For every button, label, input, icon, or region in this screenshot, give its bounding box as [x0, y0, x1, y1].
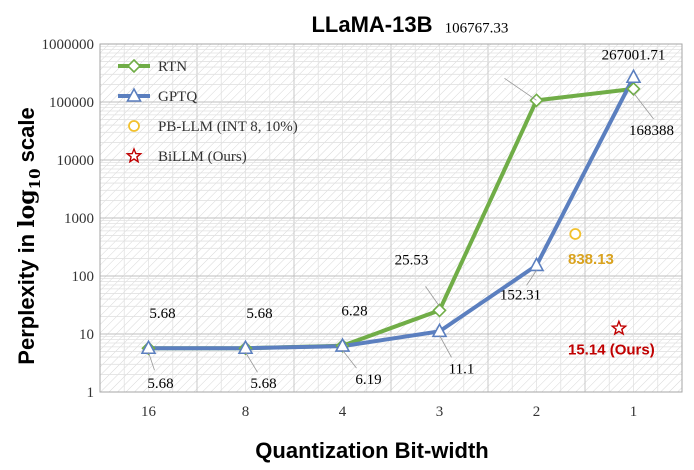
legend-label-pb-llm-int-8-10: PB-LLM (INT 8, 10%): [158, 119, 298, 135]
leader-line: [342, 349, 357, 369]
leader-line: [148, 352, 155, 371]
chart-title: LLaMA-13B: [311, 12, 432, 37]
data-label-gptq: 152.31: [500, 287, 541, 303]
data-label-billm: 15.14 (Ours): [568, 341, 655, 358]
y-tick-label: 1000000: [42, 37, 95, 53]
data-point-gptq: [431, 322, 448, 338]
data-label-gptq: 11.1: [449, 361, 475, 377]
y-tick-label: 10000: [57, 153, 95, 169]
data-label-gptq: 5.68: [250, 376, 276, 392]
leader-line: [504, 78, 537, 101]
legend-label-gptq: GPTQ: [158, 89, 197, 105]
data-label-gptq: 6.19: [355, 372, 381, 388]
x-tick-label: 4: [339, 404, 347, 420]
legend-marker-rtn: [126, 58, 142, 74]
leader-line: [526, 270, 537, 286]
y-axis-title-subscript: 10: [26, 168, 44, 189]
y-tick-label: 1000: [64, 211, 94, 227]
x-tick-label: 1: [630, 404, 638, 420]
series-line-gptq: [148, 76, 636, 351]
data-label-rtn: 106767.33: [445, 20, 509, 36]
plot-border: [99, 43, 683, 393]
x-tick-label: 8: [242, 404, 250, 420]
data-label-rtn: 5.68: [246, 306, 272, 322]
x-tick-label: 16: [141, 404, 157, 420]
data-label-rtn: 5.68: [149, 306, 175, 322]
data-label-pb-llm: 838.13: [568, 251, 614, 268]
data-point-gptq: [334, 337, 351, 352]
y-axis-title-log: log: [14, 189, 40, 227]
leader-line: [245, 352, 258, 373]
data-label-gptq: 5.68: [147, 376, 173, 392]
y-tick-label: 100: [72, 269, 95, 285]
legend-label-billm-ours: BiLLM (Ours): [158, 149, 247, 165]
y-axis-title-suffix: scale: [14, 107, 39, 168]
legend-marker-billm-ours: [125, 147, 143, 164]
leader-line: [633, 92, 654, 120]
data-label-rtn: 6.28: [341, 304, 367, 320]
data-label-rtn: 168388: [629, 123, 674, 139]
data-point-gptq: [237, 339, 254, 355]
data-point-pb-llm-int-8-10: [569, 228, 582, 240]
data-label-gptq: 267001.71: [602, 47, 666, 63]
x-axis-title: Quantization Bit-width: [255, 438, 488, 463]
y-tick-label: 10: [79, 327, 94, 343]
leader-line: [439, 335, 452, 358]
legend-label-rtn: RTN: [158, 59, 187, 75]
data-point-billm-ours: [610, 319, 628, 336]
data-point-rtn: [626, 81, 641, 97]
y-axis-title: Perplexity in log10 scale: [14, 107, 44, 364]
legend-marker-pb-llm-int-8-10: [128, 120, 140, 132]
legend-marker-gptq: [126, 87, 142, 102]
data-point-rtn: [432, 303, 447, 318]
leader-line: [425, 286, 440, 307]
data-label-rtn: 25.53: [395, 252, 429, 268]
y-tick-label: 100000: [49, 95, 94, 111]
y-tick-label: 1: [87, 385, 95, 401]
data-point-gptq: [625, 68, 642, 84]
x-tick-label: 3: [436, 404, 444, 420]
x-tick-label: 2: [533, 404, 541, 420]
y-axis-title-prefix: Perplexity in: [14, 228, 39, 365]
